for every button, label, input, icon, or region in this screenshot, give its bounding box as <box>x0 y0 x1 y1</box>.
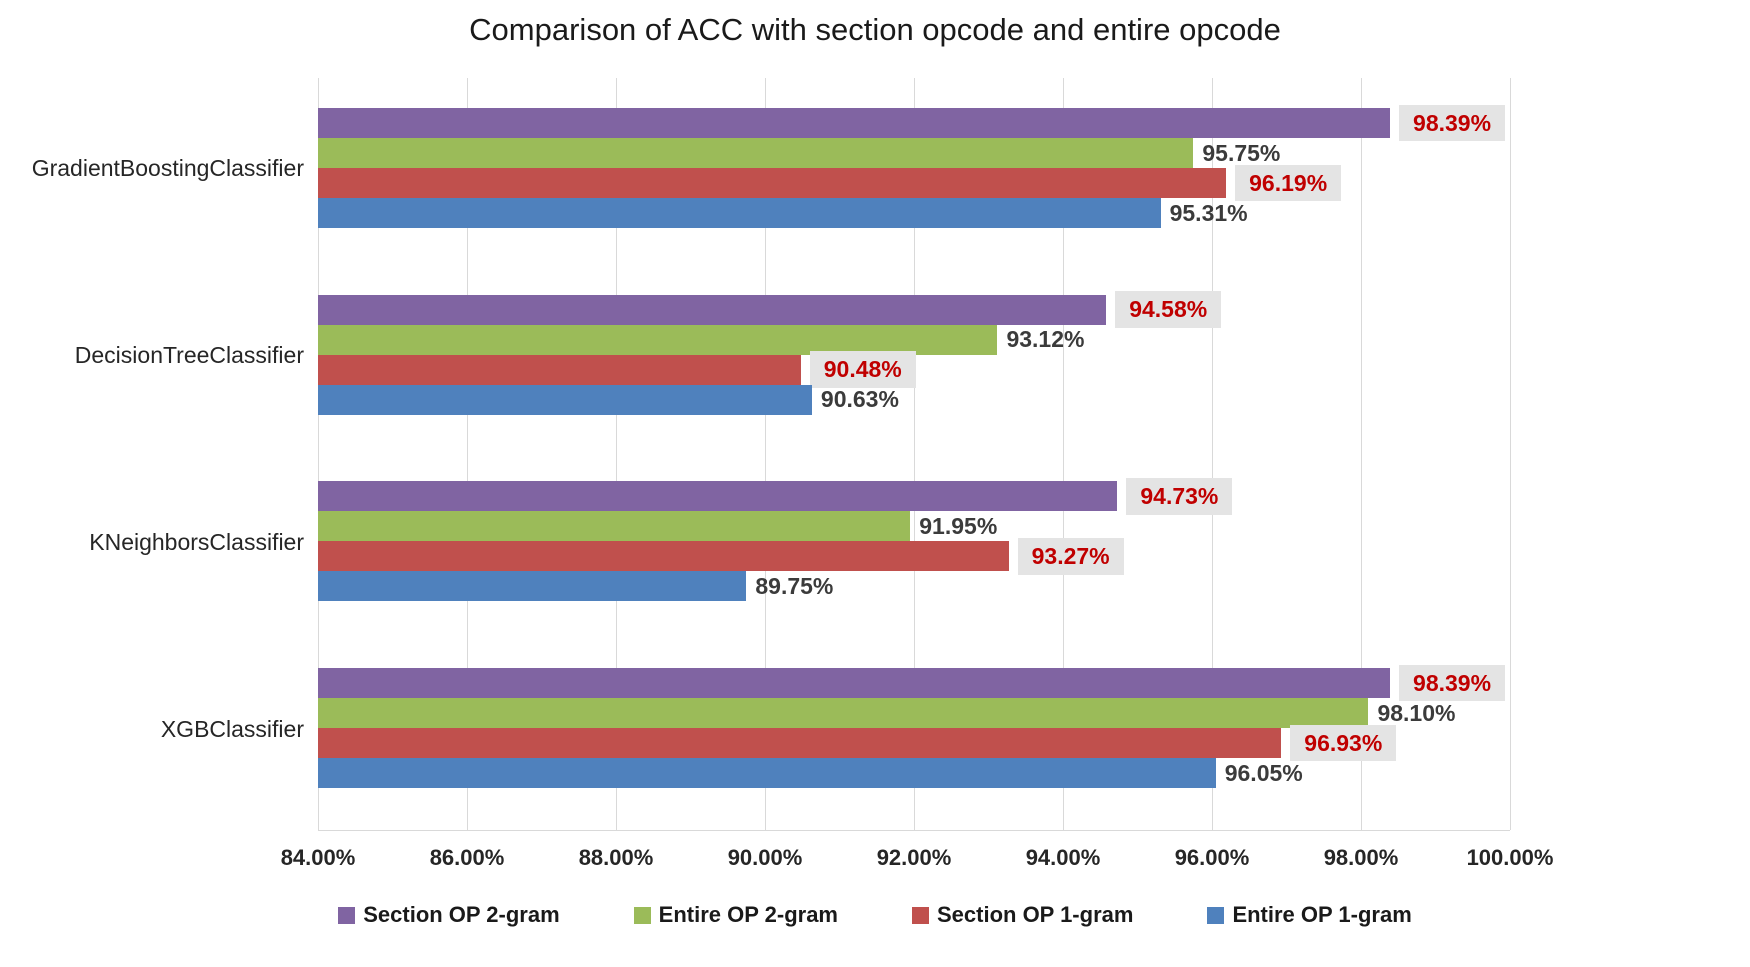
bar-row: 93.27% <box>318 537 1510 575</box>
bar-row: 89.75% <box>318 571 1510 602</box>
x-tick-label: 84.00% <box>280 845 356 870</box>
legend-item-entire-op-1-gram: Entire OP 1-gram <box>1207 902 1412 928</box>
bar-value-label: 96.93% <box>1290 724 1397 762</box>
bar-group-kneighborsclassifier: 94.73% 91.95% 93.27% 89.75% <box>318 477 1510 602</box>
category-label-decisiontreeclassifier: DecisionTreeClassifier <box>74 341 304 368</box>
legend-label: Entire OP 2-gram <box>658 902 838 927</box>
bar-value-label: 93.27% <box>1017 537 1124 575</box>
bar-section-op-2-gram-xgbclassifier <box>318 667 1391 698</box>
bar-section-op-1-gram-gradientboostingclassifier <box>318 168 1227 198</box>
bar-value-label: 98.10% <box>1377 699 1456 726</box>
bar-row: 94.73% <box>318 477 1510 515</box>
legend-label: Section OP 2-gram <box>363 902 560 927</box>
bar-section-op-2-gram-decisiontreeclassifier <box>318 294 1107 325</box>
bar-section-op-1-gram-kneighborsclassifier <box>318 541 1009 572</box>
bar-row: 98.10% <box>318 697 1510 728</box>
bar-row: 95.31% <box>318 198 1510 228</box>
bar-section-op-1-gram-decisiontreeclassifier <box>318 354 801 385</box>
bar-group-xgbclassifier: 98.39% 98.10% 96.93% 96.05% <box>318 664 1510 788</box>
legend-swatch-icon <box>912 906 929 924</box>
bar-value-label: 94.58% <box>1115 291 1222 329</box>
bar-value-label: 93.12% <box>1006 326 1085 353</box>
chart-body: GradientBoostingClassifier DecisionTreeCl… <box>0 78 1750 831</box>
category-label-xgbclassifier: XGBClassifier <box>160 715 304 742</box>
x-tick-label: 88.00% <box>578 845 654 870</box>
bar-value-label: 98.39% <box>1399 104 1506 142</box>
bar-entire-op-2-gram-kneighborsclassifier <box>318 511 911 542</box>
legend-swatch-icon <box>338 906 356 924</box>
bar-value-label: 95.31% <box>1169 199 1248 226</box>
x-tick-label: 86.00% <box>429 845 505 870</box>
bar-row: 93.12% <box>318 324 1510 355</box>
legend-label: Entire OP 1-gram <box>1232 902 1412 927</box>
legend-item-section-op-1-gram: Section OP 1-gram <box>912 902 1133 928</box>
gridline <box>318 78 319 830</box>
bar-value-label: 90.48% <box>809 351 916 389</box>
bar-entire-op-2-gram-decisiontreeclassifier <box>318 324 998 355</box>
bar-row: 91.95% <box>318 511 1510 542</box>
bar-value-label: 95.75% <box>1202 139 1281 166</box>
gridline <box>765 78 766 830</box>
plot-area: 98.39% 95.75% 96.19% 95.31% 94.58% 93.12% 90.4… <box>318 78 1511 831</box>
category-label-kneighborsclassifier: KNeighborsClassifier <box>89 528 304 555</box>
y-axis-labels: GradientBoostingClassifier DecisionTreeCl… <box>0 78 318 831</box>
bar-entire-op-1-gram-xgbclassifier <box>318 757 1216 788</box>
bar-value-label: 94.73% <box>1126 477 1233 515</box>
bar-entire-op-2-gram-xgbclassifier <box>318 697 1369 728</box>
bar-groups: 98.39% 95.75% 96.19% 95.31% 94.58% 93.12% 90.4… <box>318 78 1510 830</box>
gridline <box>616 78 617 830</box>
bar-row: 96.19% <box>318 164 1510 202</box>
bar-section-op-1-gram-xgbclassifier <box>318 727 1282 758</box>
x-tick-label: 90.00% <box>727 845 803 870</box>
gridline <box>1212 78 1213 830</box>
bar-value-label: 98.39% <box>1399 664 1506 702</box>
bar-row: 90.48% <box>318 351 1510 389</box>
gridline <box>467 78 468 830</box>
gridline <box>1361 78 1362 830</box>
legend: Section OP 2-gram Entire OP 2-gram Section… <box>0 883 1750 947</box>
bar-value-label: 90.63% <box>820 386 899 413</box>
bar-row: 95.75% <box>318 138 1510 168</box>
bar-row: 98.39% <box>318 664 1510 702</box>
legend-item-entire-op-2-gram: Entire OP 2-gram <box>633 902 838 928</box>
bar-value-label: 96.05% <box>1224 759 1303 786</box>
x-axis: 84.00% 86.00% 88.00% 90.00% 92.00% 94.00% 96.0… <box>281 831 1554 883</box>
bar-entire-op-1-gram-gradientboostingclassifier <box>318 198 1161 228</box>
gridline <box>1063 78 1064 830</box>
bar-value-label: 91.95% <box>919 512 998 539</box>
legend-swatch-icon <box>1207 906 1225 924</box>
bar-value-label: 96.19% <box>1235 164 1342 202</box>
bar-entire-op-2-gram-gradientboostingclassifier <box>318 138 1194 168</box>
bar-group-gradientboostingclassifier: 98.39% 95.75% 96.19% 95.31% <box>318 104 1510 228</box>
x-tick-label: 92.00% <box>876 845 952 870</box>
bar-row: 96.93% <box>318 724 1510 762</box>
bar-row: 94.58% <box>318 291 1510 329</box>
x-tick-label: 100.00% <box>1466 845 1554 870</box>
bar-row: 90.63% <box>318 384 1510 415</box>
bar-value-label: 89.75% <box>755 572 834 599</box>
bar-entire-op-1-gram-decisiontreeclassifier <box>318 384 812 415</box>
bar-group-decisiontreeclassifier: 94.58% 93.12% 90.48% 90.63% <box>318 291 1510 415</box>
bar-section-op-2-gram-gradientboostingclassifier <box>318 108 1391 138</box>
chart-title: Comparison of ACC with section opcode an… <box>469 12 1281 47</box>
gridline <box>914 78 915 830</box>
legend-item-section-op-2-gram: Section OP 2-gram <box>338 902 560 928</box>
legend-swatch-icon <box>633 906 651 924</box>
gridline <box>1510 78 1511 830</box>
category-label-gradientboostingclassifier: GradientBoostingClassifier <box>31 154 304 181</box>
bar-row: 98.39% <box>318 104 1510 142</box>
x-tick-label: 94.00% <box>1025 845 1101 870</box>
bar-section-op-2-gram-kneighborsclassifier <box>318 481 1118 512</box>
legend-label: Section OP 1-gram <box>937 902 1134 927</box>
x-tick-label: 96.00% <box>1174 845 1250 870</box>
bar-row: 96.05% <box>318 757 1510 788</box>
bar-entire-op-1-gram-kneighborsclassifier <box>318 571 747 602</box>
x-tick-label: 98.00% <box>1323 845 1399 870</box>
